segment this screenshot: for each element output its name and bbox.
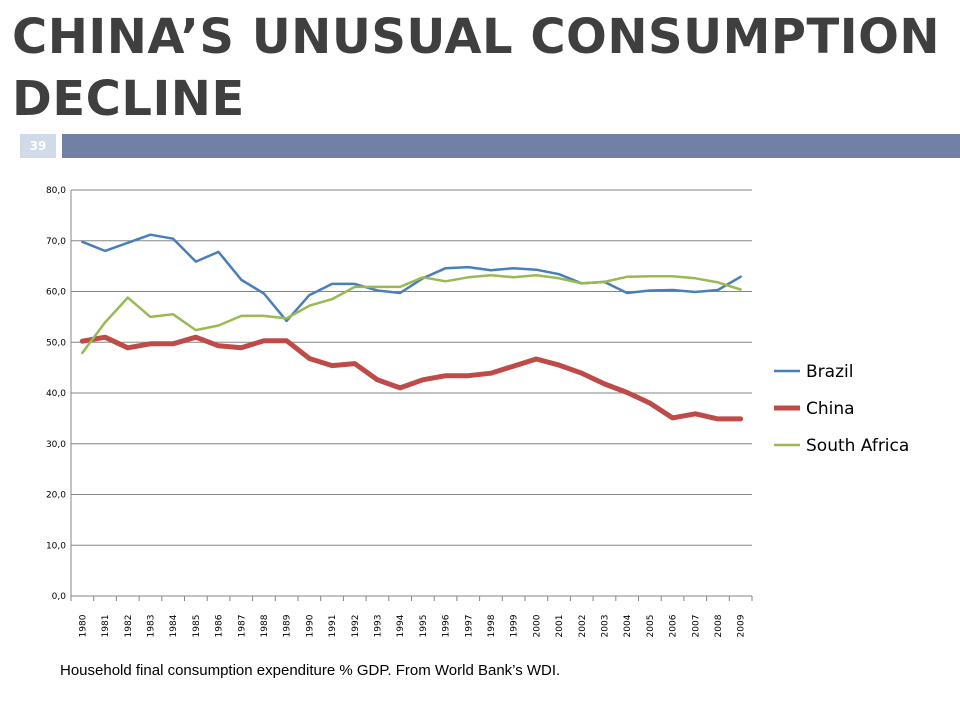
- x-tick-label: 1992: [351, 615, 361, 638]
- x-tick-label: 2007: [691, 615, 701, 638]
- x-tick-label: 1980: [78, 614, 88, 637]
- legend-label: South Africa: [806, 436, 909, 456]
- x-tick-label: 2006: [669, 614, 679, 637]
- x-tick-label: 2008: [714, 614, 724, 637]
- x-tick-label: 2003: [600, 615, 610, 638]
- legend: Brazil China South Africa: [774, 362, 909, 456]
- chart-caption: Household final consumption expenditure …: [60, 662, 561, 679]
- x-tick-label: 1986: [215, 614, 225, 637]
- y-tick-label: 30,0: [46, 440, 66, 450]
- x-tick-label: 1988: [260, 614, 270, 637]
- title-accent-bar: [62, 134, 960, 158]
- y-tick-label: 20,0: [46, 491, 66, 501]
- y-tick-label: 40,0: [46, 389, 66, 399]
- x-tick-label: 2005: [646, 615, 656, 638]
- x-tick-label: 1997: [464, 615, 474, 638]
- x-tick-label: 1989: [283, 614, 293, 637]
- x-tick-label: 1998: [487, 614, 497, 637]
- series-line-brazil: [81, 233, 742, 323]
- page-number-badge: 39: [20, 134, 56, 158]
- x-tick-label: 1991: [328, 615, 338, 638]
- x-tick-label: 2004: [623, 614, 633, 637]
- series-line-south-africa: [81, 274, 742, 355]
- legend-label: China: [806, 399, 855, 419]
- y-axis-tick-labels: 0,0 10,0 20,0 30,0 40,0 50,0 60,0 70,0 80,0: [46, 186, 66, 602]
- y-tick-label: 0,0: [52, 592, 67, 602]
- x-tick-label: 1995: [419, 615, 429, 638]
- consumption-line-chart: 0,0 10,0 20,0 30,0 40,0 50,0 60,0 70,0 80,0 1980…: [46, 186, 909, 638]
- y-tick-label: 80,0: [46, 186, 66, 196]
- series-lines: [79, 233, 744, 422]
- y-tick-label: 60,0: [46, 288, 66, 298]
- x-tick-label: 1981: [101, 615, 111, 638]
- x-tick-label: 2000: [532, 614, 542, 637]
- x-tick-label: 1982: [124, 615, 134, 638]
- x-tick-label: 1996: [442, 614, 452, 637]
- y-tick-label: 70,0: [46, 237, 66, 247]
- gridlines: [70, 189, 752, 597]
- x-tick-label: 1990: [305, 614, 315, 637]
- x-tick-label: 2001: [555, 615, 565, 638]
- series-line-china: [79, 334, 744, 422]
- x-tick-label: 1985: [192, 615, 202, 638]
- x-tick-label: 1983: [146, 615, 156, 638]
- x-tick-label: 1984: [169, 614, 179, 637]
- x-tick-label: 2002: [578, 615, 588, 638]
- x-tick-label: 2009: [737, 614, 747, 637]
- x-tick-label: 1993: [373, 615, 383, 638]
- x-tick-label: 1987: [237, 615, 247, 638]
- y-tick-label: 50,0: [46, 338, 66, 348]
- x-tick-label: 1999: [510, 614, 520, 637]
- legend-label: Brazil: [806, 362, 853, 382]
- slide-title: CHINA’S UNUSUAL CONSUMPTION DECLINE: [12, 9, 941, 127]
- y-tick-label: 10,0: [46, 541, 66, 551]
- x-axis-tick-labels: 1980 1981 1982 1983 1984 1985 1986 1987 1988 1989…: [70, 596, 753, 638]
- x-tick-label: 1994: [396, 614, 406, 637]
